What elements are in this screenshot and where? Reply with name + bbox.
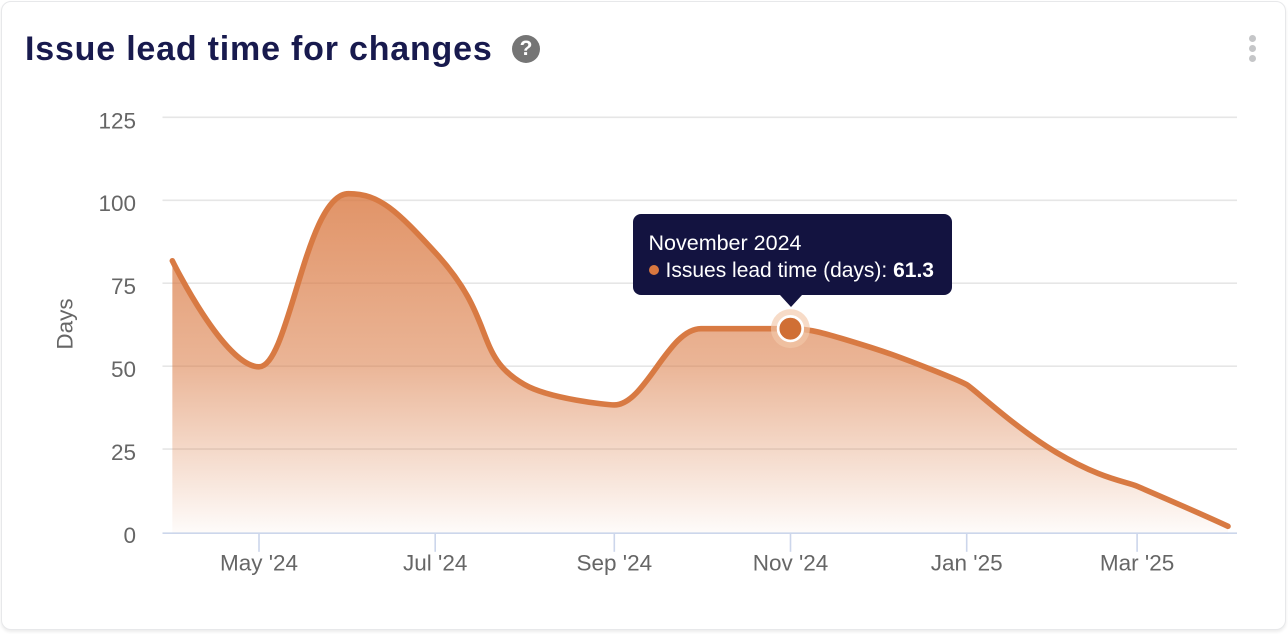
svg-text:50: 50 (111, 357, 136, 382)
svg-text:Jul '24: Jul '24 (403, 551, 467, 576)
svg-text:May '24: May '24 (220, 551, 298, 576)
svg-text:0: 0 (123, 523, 136, 548)
svg-text:125: 125 (98, 108, 136, 133)
svg-text:100: 100 (98, 191, 136, 216)
svg-text:Jan '25: Jan '25 (931, 551, 1003, 576)
svg-text:25: 25 (111, 440, 136, 465)
svg-text:Days: Days (53, 298, 78, 349)
svg-text:Nov '24: Nov '24 (753, 551, 829, 576)
svg-text:Mar '25: Mar '25 (1100, 551, 1174, 576)
svg-text:Sep '24: Sep '24 (576, 551, 652, 576)
svg-text:75: 75 (111, 274, 136, 299)
